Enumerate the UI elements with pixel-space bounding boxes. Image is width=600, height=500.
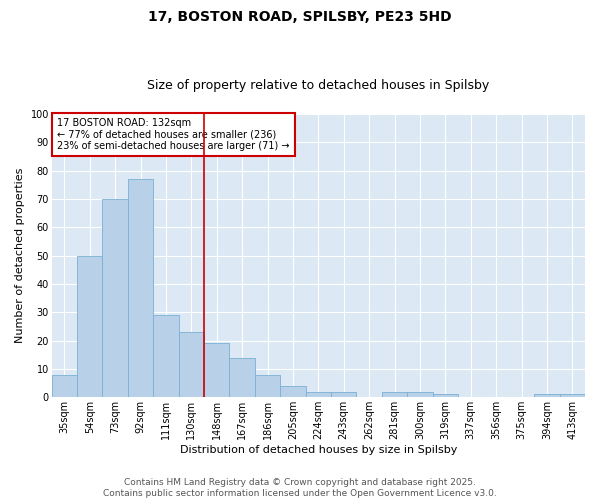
Bar bbox=[280, 386, 305, 398]
Bar bbox=[382, 392, 407, 398]
Title: Size of property relative to detached houses in Spilsby: Size of property relative to detached ho… bbox=[147, 79, 490, 92]
Bar bbox=[179, 332, 204, 398]
Bar bbox=[331, 392, 356, 398]
Bar bbox=[229, 358, 255, 398]
Bar bbox=[153, 315, 179, 398]
Bar bbox=[305, 392, 331, 398]
Text: 17, BOSTON ROAD, SPILSBY, PE23 5HD: 17, BOSTON ROAD, SPILSBY, PE23 5HD bbox=[148, 10, 452, 24]
Text: 17 BOSTON ROAD: 132sqm
← 77% of detached houses are smaller (236)
23% of semi-de: 17 BOSTON ROAD: 132sqm ← 77% of detached… bbox=[57, 118, 290, 152]
X-axis label: Distribution of detached houses by size in Spilsby: Distribution of detached houses by size … bbox=[179, 445, 457, 455]
Bar bbox=[52, 374, 77, 398]
Bar bbox=[433, 394, 458, 398]
Bar bbox=[560, 394, 585, 398]
Bar bbox=[103, 199, 128, 398]
Bar bbox=[77, 256, 103, 398]
Y-axis label: Number of detached properties: Number of detached properties bbox=[15, 168, 25, 344]
Bar bbox=[407, 392, 433, 398]
Bar bbox=[128, 179, 153, 398]
Bar bbox=[534, 394, 560, 398]
Text: Contains HM Land Registry data © Crown copyright and database right 2025.
Contai: Contains HM Land Registry data © Crown c… bbox=[103, 478, 497, 498]
Bar bbox=[255, 374, 280, 398]
Bar bbox=[204, 344, 229, 398]
